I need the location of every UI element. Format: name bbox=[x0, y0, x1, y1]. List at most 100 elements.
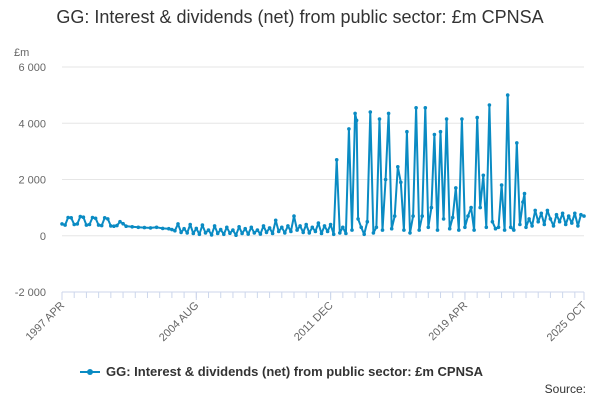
data-point[interactable] bbox=[78, 214, 83, 219]
data-point[interactable] bbox=[313, 229, 318, 234]
data-point[interactable] bbox=[200, 223, 205, 227]
data-point[interactable] bbox=[264, 230, 269, 235]
data-point[interactable] bbox=[273, 218, 278, 223]
data-point[interactable] bbox=[460, 117, 464, 121]
data-point[interactable] bbox=[154, 225, 159, 230]
data-point[interactable] bbox=[246, 232, 250, 236]
data-point[interactable] bbox=[368, 110, 373, 114]
data-point[interactable] bbox=[454, 186, 458, 190]
data-point[interactable] bbox=[402, 228, 406, 232]
data-point[interactable] bbox=[316, 221, 321, 225]
data-point[interactable] bbox=[554, 212, 559, 217]
data-point[interactable] bbox=[542, 222, 547, 227]
data-point[interactable] bbox=[212, 224, 217, 228]
data-point[interactable] bbox=[142, 225, 147, 230]
data-point[interactable] bbox=[362, 232, 367, 237]
data-point[interactable] bbox=[319, 231, 324, 236]
data-point[interactable] bbox=[173, 228, 177, 233]
data-point[interactable] bbox=[522, 191, 527, 196]
data-point[interactable] bbox=[197, 232, 202, 237]
data-point[interactable] bbox=[383, 177, 388, 182]
data-point[interactable] bbox=[344, 231, 348, 236]
data-point[interactable] bbox=[280, 225, 284, 230]
data-point[interactable] bbox=[533, 208, 537, 213]
data-point[interactable] bbox=[160, 226, 165, 231]
data-point[interactable] bbox=[194, 226, 199, 231]
data-point[interactable] bbox=[301, 230, 306, 235]
data-point[interactable] bbox=[102, 216, 107, 220]
data-point[interactable] bbox=[576, 224, 580, 228]
data-point[interactable] bbox=[399, 180, 403, 185]
data-point[interactable] bbox=[490, 219, 495, 224]
data-point[interactable] bbox=[228, 231, 232, 235]
data-point[interactable] bbox=[389, 226, 394, 231]
data-point[interactable] bbox=[539, 211, 544, 216]
data-point[interactable] bbox=[167, 226, 171, 231]
data-point[interactable] bbox=[255, 228, 260, 232]
data-point[interactable] bbox=[118, 219, 122, 224]
data-point[interactable] bbox=[112, 224, 116, 228]
data-point[interactable] bbox=[374, 225, 379, 230]
data-point[interactable] bbox=[573, 211, 577, 216]
data-point[interactable] bbox=[203, 231, 208, 235]
data-point[interactable] bbox=[408, 231, 412, 235]
data-point[interactable] bbox=[72, 222, 76, 227]
data-point[interactable] bbox=[328, 222, 333, 227]
data-point[interactable] bbox=[570, 221, 574, 225]
data-point[interactable] bbox=[185, 231, 189, 235]
data-point[interactable] bbox=[121, 221, 125, 226]
data-point[interactable] bbox=[270, 231, 275, 236]
data-point[interactable] bbox=[548, 217, 553, 221]
data-point[interactable] bbox=[466, 214, 470, 218]
data-point[interactable] bbox=[508, 225, 513, 230]
data-point[interactable] bbox=[444, 117, 449, 121]
data-point[interactable] bbox=[521, 200, 525, 204]
data-point[interactable] bbox=[338, 231, 342, 235]
data-point[interactable] bbox=[515, 141, 519, 145]
data-point[interactable] bbox=[441, 217, 446, 221]
data-point[interactable] bbox=[420, 214, 425, 218]
data-point[interactable] bbox=[566, 214, 571, 218]
data-point[interactable] bbox=[536, 219, 540, 224]
data-point[interactable] bbox=[478, 205, 483, 210]
data-point[interactable] bbox=[423, 106, 428, 110]
data-point[interactable] bbox=[322, 224, 327, 228]
data-point[interactable] bbox=[414, 106, 418, 110]
data-point[interactable] bbox=[380, 228, 385, 232]
data-point[interactable] bbox=[582, 214, 586, 218]
data-point[interactable] bbox=[304, 222, 309, 227]
data-point[interactable] bbox=[243, 226, 247, 231]
data-point[interactable] bbox=[502, 228, 507, 232]
data-point[interactable] bbox=[481, 173, 486, 178]
data-point[interactable] bbox=[447, 226, 452, 231]
data-point[interactable] bbox=[109, 224, 113, 228]
data-point[interactable] bbox=[405, 129, 409, 134]
data-point[interactable] bbox=[249, 225, 254, 230]
data-point[interactable] bbox=[334, 158, 339, 162]
data-point[interactable] bbox=[377, 117, 382, 121]
data-point[interactable] bbox=[499, 183, 504, 187]
data-point[interactable] bbox=[66, 215, 70, 220]
data-point[interactable] bbox=[258, 232, 263, 236]
data-point[interactable] bbox=[298, 224, 302, 228]
data-point[interactable] bbox=[176, 222, 180, 226]
data-point[interactable] bbox=[545, 208, 550, 213]
data-point[interactable] bbox=[179, 230, 183, 235]
data-point[interactable] bbox=[218, 227, 223, 232]
data-point[interactable] bbox=[307, 231, 312, 235]
data-point[interactable] bbox=[524, 225, 528, 230]
data-point[interactable] bbox=[237, 225, 241, 229]
data-point[interactable] bbox=[475, 115, 480, 120]
data-point[interactable] bbox=[551, 224, 556, 228]
data-point[interactable] bbox=[286, 224, 290, 228]
data-point[interactable] bbox=[188, 222, 192, 227]
data-point[interactable] bbox=[386, 111, 391, 116]
data-point[interactable] bbox=[215, 231, 220, 236]
data-point[interactable] bbox=[432, 132, 437, 137]
data-point[interactable] bbox=[276, 229, 281, 234]
data-point[interactable] bbox=[231, 228, 235, 232]
data-point[interactable] bbox=[429, 205, 434, 210]
series-line[interactable] bbox=[61, 94, 585, 237]
data-point[interactable] bbox=[170, 227, 174, 232]
data-point[interactable] bbox=[417, 228, 422, 232]
